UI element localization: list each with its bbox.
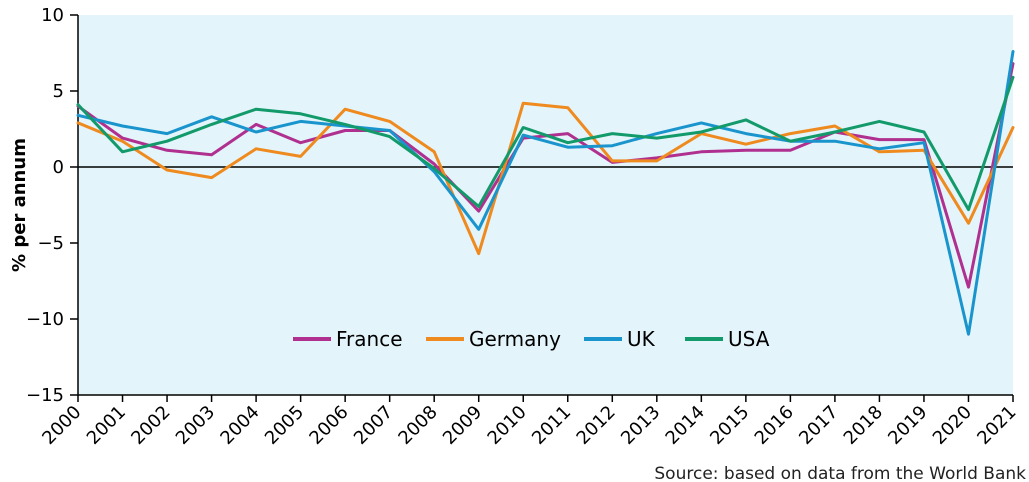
x-tick-label: 2003 — [172, 402, 219, 449]
x-tick-label: 2009 — [439, 402, 486, 449]
x-tick-label: 2015 — [706, 402, 753, 449]
series-line-germany — [76, 101, 1015, 256]
x-tick-label: 2019 — [884, 402, 931, 449]
plot-area — [78, 15, 1013, 395]
legend-label-usa: USA — [728, 327, 770, 351]
x-tick-label: 2010 — [484, 402, 531, 449]
legend-label-france: France — [336, 327, 403, 351]
source-note: Source: based on data from the World Ban… — [654, 464, 1026, 482]
x-tick-label: 2000 — [38, 402, 85, 449]
series-line-usa — [76, 75, 1015, 212]
x-tick-label: 2020 — [929, 402, 976, 449]
x-tick-label: 2013 — [617, 402, 664, 449]
x-tick-label: 2006 — [305, 402, 352, 449]
y-tick-label: −5 — [37, 233, 64, 254]
x-tick-label: 2016 — [751, 402, 798, 449]
x-tick-label: 2014 — [662, 402, 709, 449]
y-tick-label: 5 — [53, 81, 64, 102]
x-axis: 2000200120022003200420052006200720082009… — [38, 394, 1021, 449]
legend-label-germany: Germany — [469, 327, 561, 351]
y-tick-label: 0 — [53, 157, 64, 178]
x-tick-label: 2017 — [795, 402, 842, 449]
y-axis: 10 5 0 −5 −10 −15 — [26, 5, 79, 406]
y-tick-label: −10 — [26, 309, 64, 330]
x-tick-label: 2021 — [973, 402, 1020, 449]
y-axis-label: % per annum — [9, 138, 30, 272]
x-tick-label: 2012 — [573, 402, 620, 449]
x-tick-label: 2002 — [127, 402, 174, 449]
series-layer — [76, 50, 1015, 336]
y-tick-label: 10 — [41, 5, 64, 26]
x-tick-label: 2018 — [840, 402, 887, 449]
x-tick-label: 2005 — [261, 402, 308, 449]
y-tick-label: −15 — [26, 385, 64, 406]
legend: France Germany UK USA — [293, 327, 770, 351]
x-tick-label: 2001 — [83, 402, 130, 449]
x-tick-label: 2007 — [350, 402, 397, 449]
legend-label-uk: UK — [627, 327, 656, 351]
series-line-uk — [76, 50, 1015, 336]
x-tick-label: 2008 — [394, 402, 441, 449]
x-tick-label: 2004 — [216, 402, 263, 449]
x-tick-label: 2011 — [528, 402, 575, 449]
